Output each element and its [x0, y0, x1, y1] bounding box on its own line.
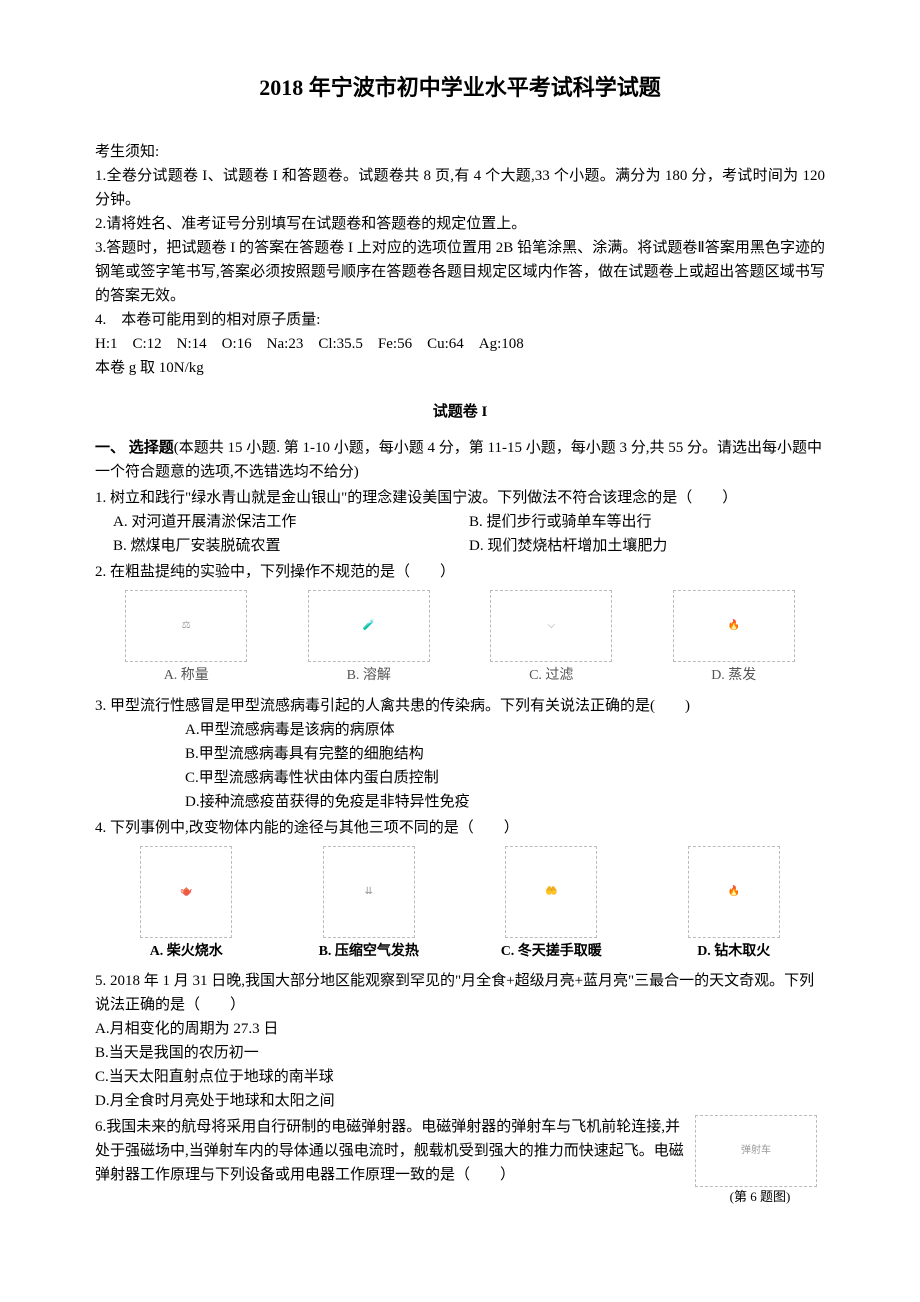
q5-option-d: D.月全食时月亮处于地球和太阳之间	[95, 1089, 825, 1113]
question-1: 1. 树立和践行"绿水青山就是金山银山"的理念建设美国宁波。下列做法不符合该理念…	[95, 486, 825, 558]
scale-icon: ⚖	[125, 590, 247, 662]
q4-cap-a: A. 柴火烧水	[95, 941, 278, 963]
q2-fig-a: ⚖ A. 称量	[95, 590, 278, 687]
question-2: 2. 在粗盐提纯的实验中，下列操作不规范的是（ ） ⚖ A. 称量 🧪 B. 溶…	[95, 560, 825, 687]
dissolve-icon: 🧪	[308, 590, 430, 662]
q5-text: 2018 年 1 月 31 日晚,我国大部分地区能观察到罕见的"月全食+超级月亮…	[95, 973, 814, 1013]
q1-option-a: A. 对河道开展清淤保洁工作	[113, 510, 469, 534]
q6-text: 我国未来的航母将采用自行研制的电磁弹射器。电磁弹射器的弹射车与飞机前轮连接,并处…	[95, 1119, 684, 1183]
q2-num: 2.	[95, 564, 106, 580]
q5-option-b: B.当天是我国的农历初一	[95, 1041, 825, 1065]
q3-text: 甲型流行性感冒是甲型流感病毒引起的人禽共患的传染病。下列有关说法正确的是( )	[110, 698, 690, 714]
q2-cap-d: D. 蒸发	[643, 665, 826, 687]
notice-4-label: 4. 本卷可能用到的相对原子质量:	[95, 308, 825, 332]
filter-icon: ⌵	[490, 590, 612, 662]
q1-option-b2: B. 燃煤电厂安装脱硫农置	[113, 534, 469, 558]
q6-num: 6.	[95, 1119, 106, 1135]
q6-fig-label: 弹射车	[741, 1143, 771, 1159]
part-1-label: 一、 选择题	[95, 440, 174, 456]
q5-num: 5.	[95, 973, 106, 989]
q2-fig-b: 🧪 B. 溶解	[278, 590, 461, 687]
q2-cap-b: B. 溶解	[278, 665, 461, 687]
q6-figure: 弹射车 (第 6 题图)	[695, 1115, 825, 1208]
q2-text: 在粗盐提纯的实验中，下列操作不规范的是（ ）	[110, 564, 455, 580]
q1-text: 树立和践行"绿水青山就是金山银山"的理念建设美国宁波。下列做法不符合该理念的是（…	[110, 490, 737, 506]
q4-cap-d: D. 钻木取火	[643, 941, 826, 963]
q1-option-b1: B. 提们步行或骑单车等出行	[469, 510, 825, 534]
q5-option-c: C.当天太阳直射点位于地球的南半球	[95, 1065, 825, 1089]
question-6: 6.我国未来的航母将采用自行研制的电磁弹射器。电磁弹射器的弹射车与飞机前轮连接,…	[95, 1115, 825, 1208]
notice-header: 考生须知:	[95, 140, 825, 164]
q4-text: 下列事例中,改变物体内能的途径与其他三项不同的是（ ）	[110, 820, 519, 836]
notice-1: 1.全卷分试题卷 I、试题卷 I 和答题卷。试题卷共 8 页,有 4 个大题,3…	[95, 164, 825, 212]
q2-fig-c: ⌵ C. 过滤	[460, 590, 643, 687]
q4-fig-d: 🔥 D. 钻木取火	[643, 846, 826, 963]
q1-num: 1.	[95, 490, 106, 506]
pump-icon: ⇊	[323, 846, 415, 938]
q4-figures: 🫖 A. 柴火烧水 ⇊ B. 压缩空气发热 🤲 C. 冬天搓手取暖 🔥 D. 钻…	[95, 846, 825, 963]
q2-figures: ⚖ A. 称量 🧪 B. 溶解 ⌵ C. 过滤 🔥 D. 蒸发	[95, 590, 825, 687]
question-3: 3. 甲型流行性感冒是甲型流感病毒引起的人禽共患的传染病。下列有关说法正确的是(…	[95, 694, 825, 814]
page-title: 2018 年宁波市初中学业水平考试科学试题	[95, 70, 825, 105]
q4-cap-c: C. 冬天搓手取暖	[460, 941, 643, 963]
q4-cap-b: B. 压缩空气发热	[278, 941, 461, 963]
q3-option-b: B.甲型流感病毒具有完整的细胞结构	[185, 742, 825, 766]
q3-option-d: D.接种流感疫苗获得的免疫是非特异性免疫	[185, 790, 825, 814]
question-4: 4. 下列事例中,改变物体内能的途径与其他三项不同的是（ ） 🫖 A. 柴火烧水…	[95, 816, 825, 963]
question-5: 5. 2018 年 1 月 31 日晚,我国大部分地区能观察到罕见的"月全食+超…	[95, 969, 825, 1113]
q2-fig-d: 🔥 D. 蒸发	[643, 590, 826, 687]
q5-option-a: A.月相变化的周期为 27.3 日	[95, 1017, 825, 1041]
hands-icon: 🤲	[505, 846, 597, 938]
notice-4-g: 本卷 g 取 10N/kg	[95, 356, 825, 380]
q3-option-c: C.甲型流感病毒性状由体内蛋白质控制	[185, 766, 825, 790]
q4-num: 4.	[95, 820, 106, 836]
q4-fig-c: 🤲 C. 冬天搓手取暖	[460, 846, 643, 963]
notice-3: 3.答题时，把试题卷 I 的答案在答题卷 I 上对应的选项位置用 2B 铅笔涂黑…	[95, 236, 825, 308]
notice-2: 2.请将姓名、准考证号分别填写在试题卷和答题卷的规定位置上。	[95, 212, 825, 236]
q6-fig-caption: (第 6 题图)	[695, 1187, 825, 1208]
notice-4-values: H:1 C:12 N:14 O:16 Na:23 Cl:35.5 Fe:56 C…	[95, 332, 825, 356]
q2-cap-a: A. 称量	[95, 665, 278, 687]
part-1-desc: (本题共 15 小题. 第 1-10 小题，每小题 4 分，第 11-15 小题…	[95, 440, 822, 480]
drill-icon: 🔥	[688, 846, 780, 938]
catapult-icon: 弹射车	[695, 1115, 817, 1187]
evaporate-icon: 🔥	[673, 590, 795, 662]
q4-fig-a: 🫖 A. 柴火烧水	[95, 846, 278, 963]
kettle-icon: 🫖	[140, 846, 232, 938]
q3-num: 3.	[95, 698, 106, 714]
q4-fig-b: ⇊ B. 压缩空气发热	[278, 846, 461, 963]
q3-option-a: A.甲型流感病毒是该病的病原体	[185, 718, 825, 742]
part-1-header: 一、 选择题(本题共 15 小题. 第 1-10 小题，每小题 4 分，第 11…	[95, 436, 825, 484]
q2-cap-c: C. 过滤	[460, 665, 643, 687]
section-1-header: 试题卷 I	[95, 400, 825, 424]
q1-option-d: D. 现们焚烧枯杆增加土壤肥力	[469, 534, 825, 558]
